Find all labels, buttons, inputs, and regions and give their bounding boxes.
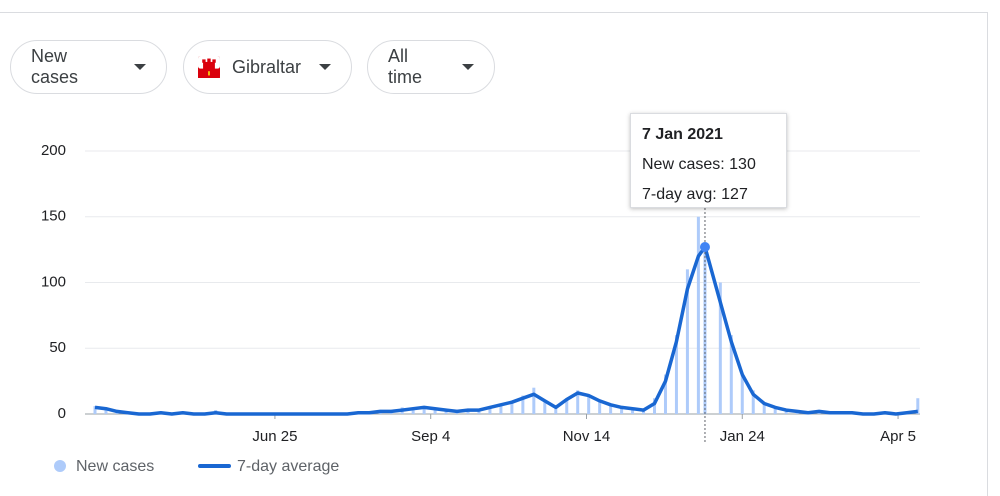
bar	[773, 407, 777, 414]
caret	[462, 64, 474, 70]
tooltip-line: New cases: 130	[642, 156, 756, 173]
dropdown-label: All time	[388, 46, 423, 87]
bar	[93, 406, 97, 414]
bar	[620, 407, 624, 414]
bar	[554, 408, 558, 414]
legend-label: 7-day average	[237, 458, 339, 475]
bar	[433, 408, 437, 414]
bar	[729, 335, 733, 414]
bar	[718, 282, 722, 414]
y-tick-label: 150	[41, 208, 66, 225]
range-dropdown[interactable]: All time	[367, 40, 495, 94]
bar	[587, 396, 591, 414]
tooltip-line: 7-day avg: 127	[642, 186, 748, 203]
bar	[784, 410, 788, 414]
bar	[565, 398, 569, 414]
bar	[762, 403, 766, 414]
x-tick-label: Sep 4	[411, 428, 450, 445]
x-tick-label: Apr 5	[880, 428, 916, 445]
tooltip: 7 Jan 2021 New cases: 130 7-day avg: 127	[630, 113, 787, 208]
hover-point	[699, 241, 710, 252]
bar	[477, 410, 481, 414]
bar	[104, 408, 108, 414]
legend-label: New cases	[76, 458, 154, 475]
bar	[422, 406, 426, 414]
caret	[134, 64, 146, 70]
x-tick-label: Nov 14	[563, 428, 611, 445]
bar	[751, 390, 755, 414]
dropdown-label: New cases	[31, 46, 79, 87]
bar	[609, 406, 613, 414]
legend-swatch	[54, 460, 66, 472]
y-tick-label: 200	[41, 142, 66, 159]
caret	[319, 64, 331, 70]
y-tick-label: 50	[49, 339, 66, 356]
bar	[444, 410, 448, 414]
bar	[631, 408, 635, 414]
bar	[916, 398, 920, 414]
x-tick-label: Jun 25	[252, 428, 297, 445]
flag-icon	[198, 56, 220, 78]
bar	[488, 406, 492, 414]
bar	[532, 387, 536, 414]
bar	[653, 398, 657, 414]
bar	[598, 402, 602, 414]
bar	[696, 216, 700, 414]
bar	[521, 395, 525, 414]
tooltip-title: 7 Jan 2021	[642, 126, 723, 143]
y-tick-label: 100	[41, 273, 66, 290]
bar	[642, 410, 646, 414]
card-border	[0, 12, 988, 496]
x-tick-label: Jan 24	[720, 428, 765, 445]
bar	[663, 374, 667, 414]
bar	[499, 403, 503, 414]
bar	[740, 374, 744, 414]
y-tick-label: 0	[58, 405, 66, 422]
location-dropdown[interactable]: Gibraltar	[183, 40, 352, 94]
avg-line	[94, 245, 919, 416]
bar	[411, 408, 415, 414]
bar	[674, 335, 678, 414]
bar	[576, 390, 580, 414]
dropdown-label: Gibraltar	[231, 56, 301, 77]
bar	[685, 269, 689, 414]
bar	[510, 400, 514, 414]
metric-dropdown[interactable]: New cases	[10, 40, 167, 94]
bar	[543, 402, 547, 414]
